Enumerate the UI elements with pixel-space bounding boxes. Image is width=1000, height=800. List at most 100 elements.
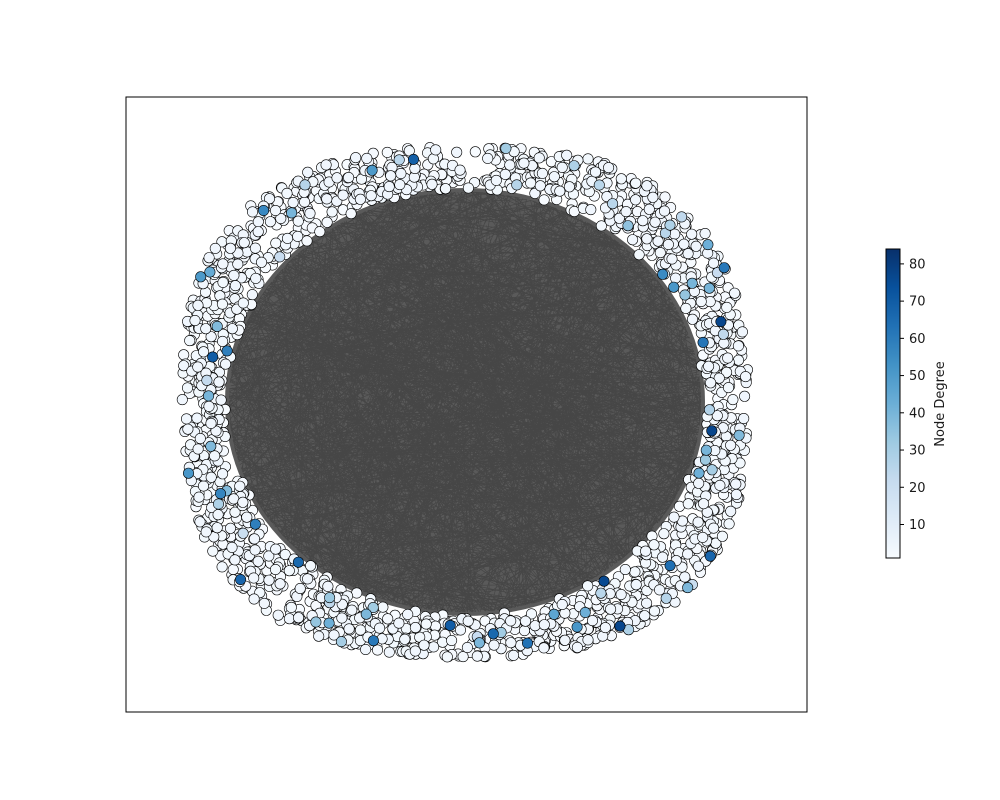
graph-node: [620, 206, 632, 218]
graph-node: [603, 162, 615, 174]
graph-node: [454, 164, 466, 176]
graph-node: [351, 587, 363, 599]
graph-node: [205, 417, 217, 429]
graph-node: [237, 496, 249, 508]
graph-node: [571, 641, 583, 653]
graph-node: [178, 349, 190, 361]
graph-node: [525, 177, 537, 189]
graph-node: [473, 637, 485, 649]
graph-node: [457, 651, 469, 663]
graph-node: [699, 454, 711, 466]
graph-node: [451, 146, 463, 158]
graph-node: [640, 545, 652, 557]
graph-node: [248, 572, 260, 584]
graph-node: [613, 212, 625, 224]
graph-node: [679, 571, 691, 583]
graph-node: [654, 584, 666, 596]
graph-node: [183, 467, 195, 479]
graph-node: [441, 651, 453, 663]
graph-node: [274, 251, 286, 263]
graph-node: [200, 323, 212, 335]
graph-node: [263, 574, 275, 586]
graph-node: [249, 518, 261, 530]
graph-node: [237, 297, 249, 309]
graph-node: [702, 239, 714, 251]
graph-node: [692, 516, 704, 528]
graph-node: [301, 235, 313, 247]
graph-node: [739, 390, 751, 402]
graph-node: [682, 548, 694, 560]
graph-node: [198, 480, 210, 492]
graph-node: [571, 621, 583, 633]
graph-node: [706, 464, 718, 476]
graph-node: [381, 146, 393, 158]
graph-node: [310, 616, 322, 628]
graph-node: [322, 580, 334, 592]
graph-node: [337, 189, 349, 201]
graph-node: [660, 592, 672, 604]
graph-node: [538, 619, 550, 631]
graph-node: [563, 181, 575, 193]
graph-node: [371, 644, 383, 656]
graph-node: [250, 272, 262, 284]
graph-node: [538, 642, 550, 654]
graph-node: [350, 152, 362, 164]
colorbar-tick-label: 80: [909, 257, 926, 272]
graph-node: [680, 302, 692, 314]
graph-node: [279, 548, 291, 560]
graph-node: [224, 242, 236, 254]
graph-node: [505, 637, 517, 649]
graph-node: [548, 171, 560, 183]
graph-node: [235, 573, 247, 585]
graph-node: [374, 622, 386, 634]
graph-node: [529, 187, 541, 199]
graph-node: [365, 190, 377, 202]
graph-node: [586, 615, 598, 627]
graph-node: [272, 609, 284, 621]
graph-node: [393, 617, 405, 629]
graph-node: [732, 354, 744, 366]
graph-node: [740, 371, 752, 383]
graph-node: [249, 544, 261, 556]
graph-node: [194, 516, 206, 528]
graph-node: [409, 163, 421, 175]
graph-node: [682, 498, 694, 510]
graph-node: [385, 170, 397, 182]
graph-node: [662, 239, 674, 251]
graph-node: [643, 203, 655, 215]
graph-node: [595, 587, 607, 599]
graph-node: [639, 610, 651, 622]
graph-node: [426, 178, 438, 190]
graph-node: [402, 608, 414, 620]
graph-node: [505, 615, 517, 627]
graph-node: [627, 234, 639, 246]
colorbar-tick-label: 50: [909, 369, 926, 384]
graph-node: [462, 182, 474, 194]
graph-node: [490, 174, 502, 186]
graph-node: [622, 220, 634, 232]
graph-node: [264, 216, 276, 228]
graph-node: [722, 352, 734, 364]
graph-node: [263, 193, 275, 205]
colorbar: 10 20 30 40 50 60 70 80 Node Degree: [885, 248, 948, 559]
graph-node: [305, 560, 317, 572]
graph-node: [346, 604, 358, 616]
graph-node: [428, 641, 440, 653]
graph-node: [582, 580, 594, 592]
graph-node: [217, 335, 229, 347]
graph-node: [409, 621, 421, 633]
graph-node: [711, 410, 723, 422]
graph-node: [285, 601, 297, 613]
graph-node: [729, 287, 741, 299]
graph-node: [255, 256, 267, 268]
graph-node: [207, 545, 219, 557]
graph-node: [704, 550, 716, 562]
graph-node: [487, 628, 499, 640]
graph-node: [504, 159, 516, 171]
graph-node: [394, 179, 406, 191]
graph-node: [440, 183, 452, 195]
graph-node: [454, 624, 466, 636]
graph-node: [717, 328, 729, 340]
graph-node: [648, 605, 660, 617]
graph-node: [703, 360, 715, 372]
